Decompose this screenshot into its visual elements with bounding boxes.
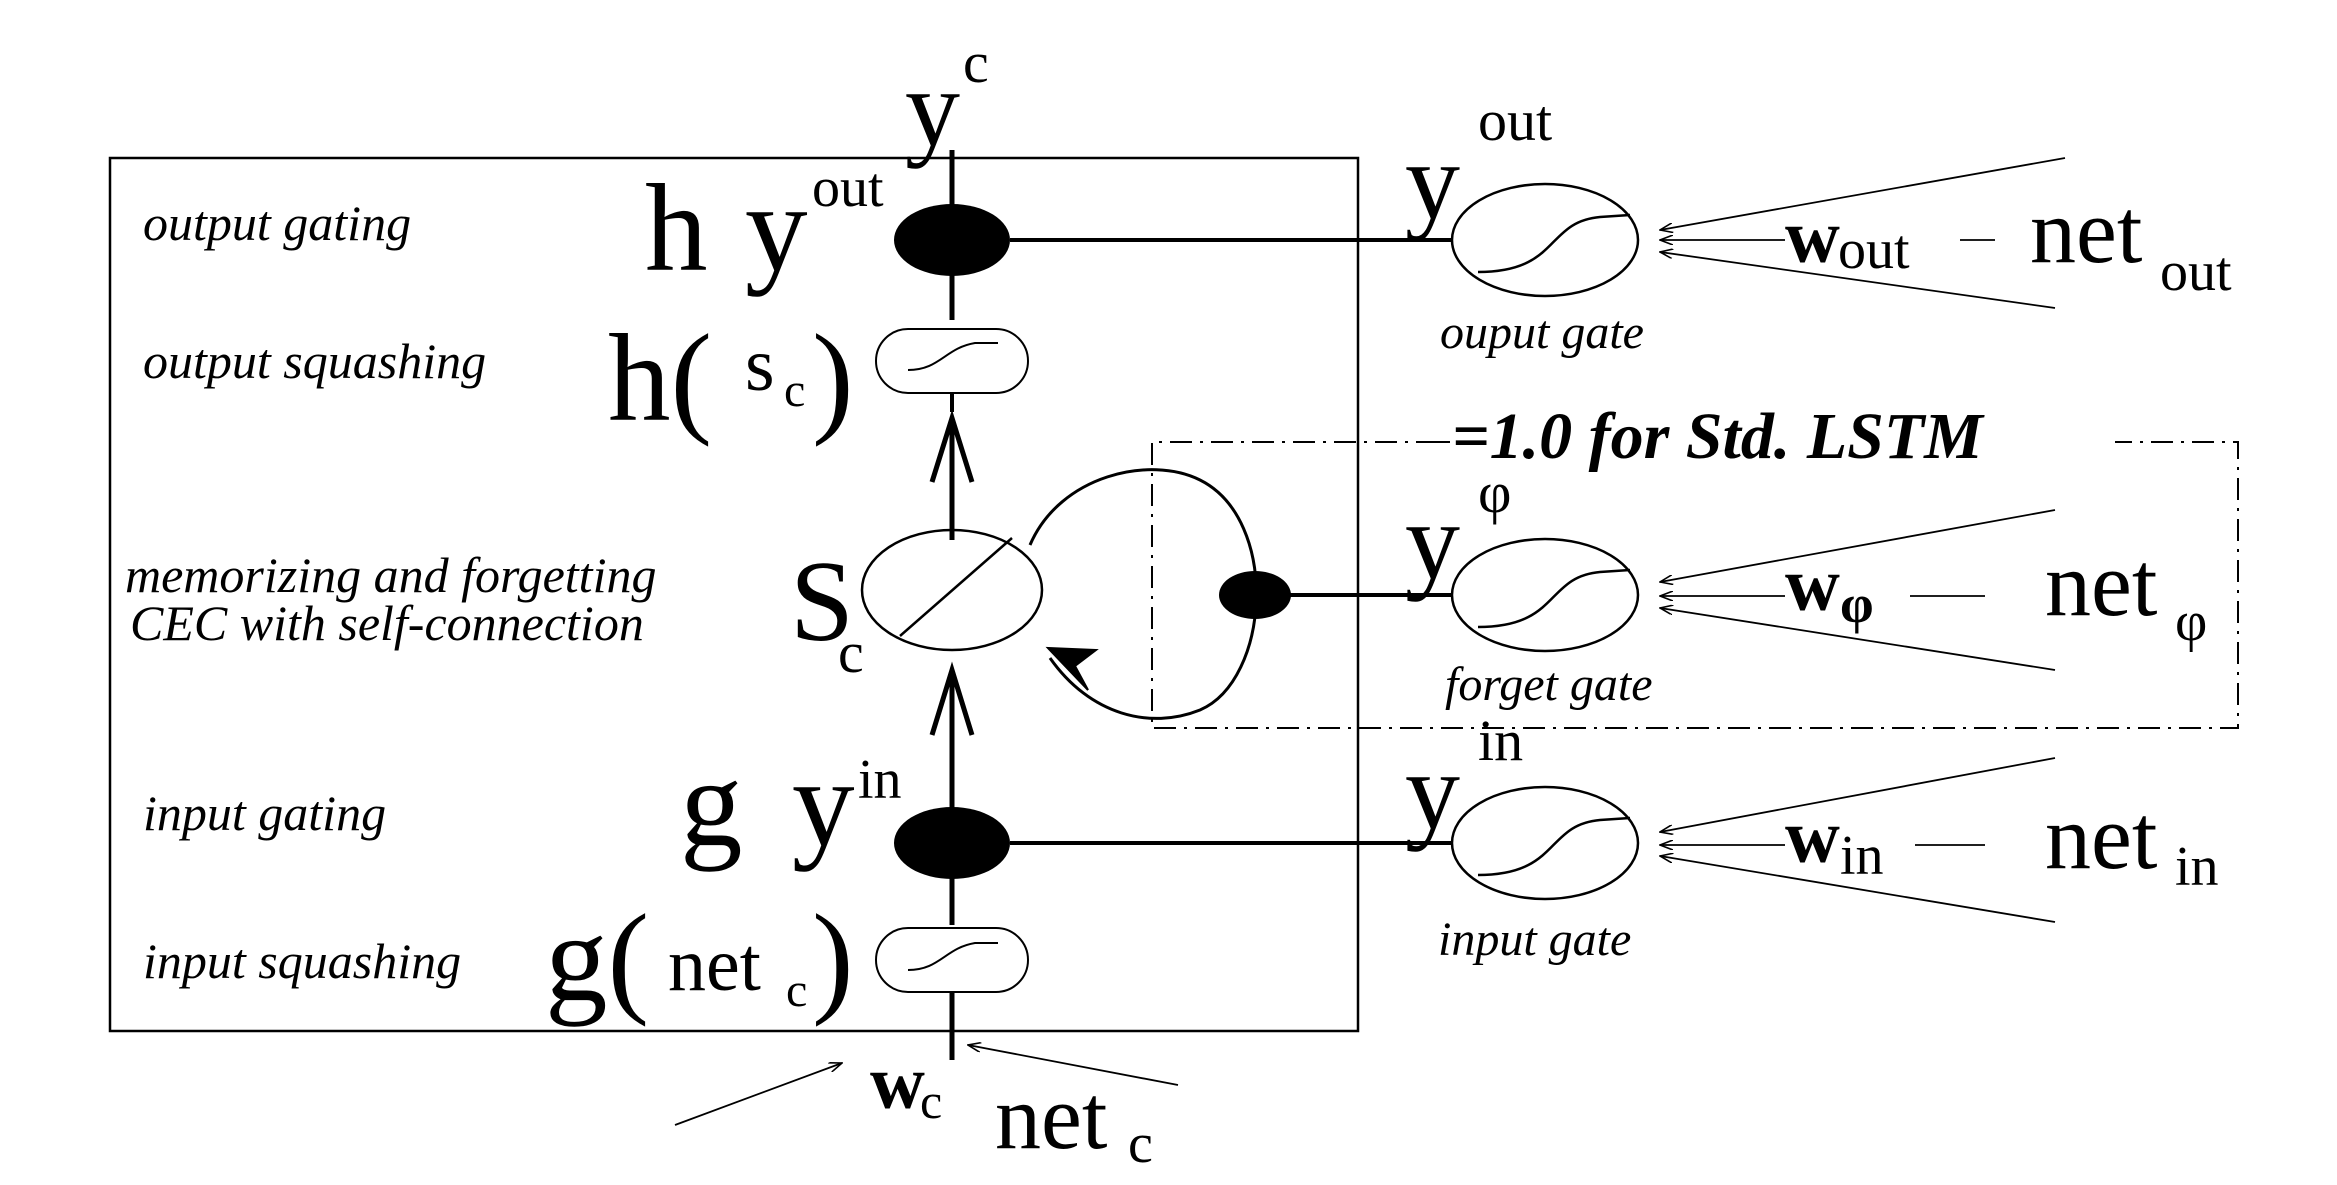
- input-squashing-net: net: [668, 923, 761, 1007]
- output-squashing-curve: [907, 342, 998, 371]
- self-connection-arrowhead: [1045, 646, 1099, 691]
- output-gate-w: w: [1785, 195, 1840, 279]
- output-gate-net: net: [2030, 180, 2143, 282]
- forget-gate-w-sub: φ: [1840, 574, 1874, 634]
- forget-gate-w: w: [1785, 543, 1840, 627]
- forget-gate-y-sup: φ: [1478, 460, 1511, 525]
- input-gate-net: net: [2045, 786, 2158, 888]
- forget-box-label: =1.0 for Std. LSTM: [1452, 400, 1985, 473]
- output-squashing-sub: c: [784, 364, 805, 417]
- input-gating-y: y: [792, 735, 855, 873]
- cell-inputs: [674, 1045, 1179, 1126]
- cec-state-node: [860, 528, 1044, 652]
- forget-gate-box: [1151, 441, 2239, 729]
- label-input-gating: input gating: [143, 785, 386, 841]
- input-squashing-unit: [875, 927, 1029, 993]
- output-gate-caption: ouput gate: [1440, 306, 1644, 359]
- cell-net-sub: c: [1128, 1113, 1153, 1175]
- cell-weight-w: w: [870, 1041, 925, 1125]
- output-squashing-s: s: [745, 323, 775, 407]
- output-gate-net-sub: out: [2160, 241, 2232, 303]
- label-output-squashing: output squashing: [143, 333, 486, 389]
- forget-gate-net: net: [2045, 533, 2158, 635]
- input-gate-w-sub: in: [1840, 825, 1884, 887]
- input-squashing-sub: c: [786, 964, 807, 1017]
- output-gate-y-sup: out: [1478, 88, 1552, 153]
- label-output-gating: output gating: [143, 195, 411, 251]
- input-gate-caption: input gate: [1438, 913, 1631, 966]
- input-gate-unit: [1450, 785, 1640, 901]
- input-squashing-close: ): [812, 890, 854, 1028]
- state-label: S: [790, 538, 854, 665]
- input-gate-net-sub: in: [2175, 836, 2219, 898]
- input-squashing-curve: [907, 942, 998, 971]
- label-input-squashing: input squashing: [143, 933, 461, 989]
- cell-weight-sub: c: [920, 1073, 942, 1129]
- cell-output-label: y: [905, 47, 960, 169]
- input-gate-curve: [1477, 816, 1631, 877]
- output-gate-unit: [1450, 182, 1640, 298]
- output-gate-curve: [1477, 213, 1631, 274]
- output-squashing-h: h(: [608, 310, 712, 448]
- output-squashing-unit: [875, 328, 1029, 394]
- input-gate-inputs: [1660, 757, 2056, 923]
- label-cec: CEC with self-connection: [130, 595, 644, 651]
- input-gate-w: w: [1785, 795, 1840, 879]
- state-sub: c: [838, 620, 864, 685]
- output-gate-inputs: [1660, 157, 2066, 309]
- input-gating-sup: in: [858, 749, 902, 811]
- output-gating-y: y: [745, 160, 808, 298]
- input-gate-y: y: [1405, 730, 1460, 852]
- input-gating-g: g: [680, 735, 743, 873]
- label-memorizing: memorizing and forgetting: [125, 547, 656, 603]
- input-gating-node: [894, 807, 1010, 879]
- state-to-squash-arrowhead: [929, 409, 975, 483]
- output-gating-h: h: [645, 160, 708, 298]
- input-to-state-arrowhead: [929, 661, 975, 736]
- output-squashing-close: ): [812, 310, 854, 448]
- output-gate-w-sub: out: [1838, 219, 1910, 281]
- forget-gating-node: [1219, 571, 1291, 619]
- forget-gate-y: y: [1405, 480, 1460, 602]
- forget-gate-net-sub: φ: [2175, 591, 2207, 653]
- forget-gate-inputs: [1660, 509, 2056, 671]
- forget-gate-caption: forget gate: [1445, 658, 1653, 711]
- cell-output-sup: c: [963, 30, 989, 95]
- cell-net-label: net: [995, 1066, 1108, 1168]
- output-gating-sup: out: [812, 157, 884, 219]
- input-squashing-g: g(: [545, 890, 649, 1028]
- forget-gate-curve: [1477, 568, 1631, 629]
- output-gating-node: [894, 204, 1010, 276]
- output-gate-y: y: [1405, 120, 1460, 242]
- input-gate-y-sup: in: [1478, 708, 1523, 773]
- cec-identity-line: [899, 537, 1013, 637]
- forget-gate-unit: [1450, 537, 1640, 653]
